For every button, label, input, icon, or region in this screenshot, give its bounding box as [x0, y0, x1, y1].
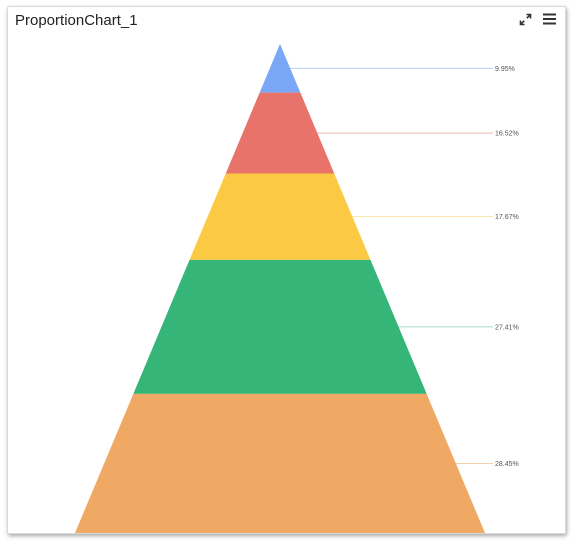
- data-label: 16.52%: [495, 131, 519, 138]
- data-label: 28.45%: [495, 461, 519, 468]
- proportion-chart-widget: ProportionChart_1 9.95% 16.52% 17.67% 27.41…: [7, 6, 566, 534]
- pyramid-chart: 9.95% 16.52% 17.67% 27.41% 28.45%: [75, 44, 519, 533]
- data-label: 17.67%: [495, 214, 519, 221]
- widget-title: ProportionChart_1: [15, 12, 138, 29]
- expand-icon[interactable]: [517, 11, 533, 27]
- data-label: 9.95%: [495, 66, 515, 73]
- menu-icon[interactable]: [541, 11, 557, 27]
- widget-toolbar: [517, 11, 557, 27]
- data-label: 27.41%: [495, 324, 519, 331]
